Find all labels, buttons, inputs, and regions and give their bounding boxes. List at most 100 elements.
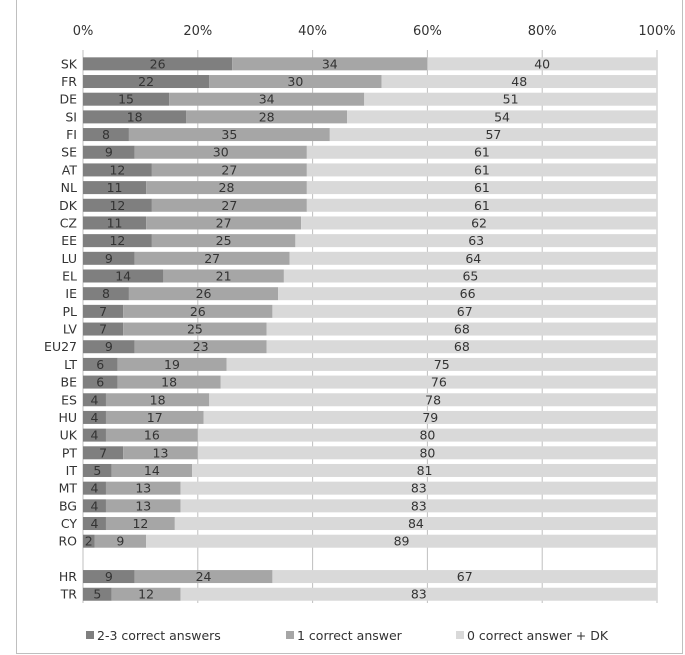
bar-segment (128, 287, 279, 301)
category-label: RO (58, 534, 77, 549)
bar-segment (83, 163, 152, 177)
legend: 2-3 correct answers 1 correct answer 0 cor… (86, 628, 609, 643)
data-label: 26 (190, 304, 206, 319)
category-label: SI (65, 109, 77, 124)
bar-segment (83, 499, 106, 513)
data-label: 30 (287, 74, 303, 89)
category-label: HR (59, 569, 77, 584)
bar-segment (266, 340, 657, 354)
data-label: 4 (91, 498, 99, 513)
category-label: FR (61, 74, 77, 89)
category-label: EU27 (44, 339, 77, 354)
data-label: 13 (135, 481, 151, 496)
category-label: NL (61, 180, 77, 195)
data-label: 83 (411, 587, 427, 602)
bar-segment (295, 234, 657, 248)
bar-segment (83, 446, 124, 460)
bar-segment (180, 587, 657, 601)
data-label: 4 (91, 428, 99, 443)
category-label: SK (61, 56, 78, 71)
data-label: 54 (494, 109, 510, 124)
bar-segment (123, 446, 198, 460)
x-tick-label: 60% (413, 24, 442, 39)
category-label: MT (59, 481, 78, 496)
bar-segment (192, 463, 657, 477)
data-label: 66 (460, 286, 476, 301)
bar-segment (83, 375, 118, 389)
category-label: IE (65, 286, 77, 301)
data-label: 76 (431, 375, 447, 390)
bar-segment (83, 234, 152, 248)
data-label: 2 (85, 534, 93, 549)
bar-segment (186, 110, 348, 124)
data-label: 26 (150, 56, 166, 71)
bar-segment (169, 92, 365, 106)
data-label: 5 (93, 463, 101, 478)
bar-segment (105, 410, 204, 424)
data-label: 51 (503, 92, 519, 107)
bar-segment (220, 375, 657, 389)
category-label: LT (64, 357, 77, 372)
bar-segment (123, 322, 267, 336)
bar-segment (83, 322, 124, 336)
bar-segment (83, 128, 129, 142)
bar-segment (203, 410, 658, 424)
data-label: 7 (99, 304, 107, 319)
category-label: HU (58, 410, 77, 425)
x-tick-label: 20% (183, 24, 212, 39)
bar-segment (329, 128, 657, 142)
category-label: DK (59, 198, 78, 213)
data-label: 61 (474, 180, 490, 195)
bar-segment (146, 181, 307, 195)
legend-label: 0 correct answer + DK (467, 628, 609, 643)
data-label: 11 (107, 180, 123, 195)
bar-segment (83, 110, 187, 124)
data-label: 61 (474, 145, 490, 160)
data-label: 9 (116, 534, 124, 549)
data-label: 19 (164, 357, 180, 372)
data-label: 83 (411, 498, 427, 513)
data-label: 12 (109, 233, 125, 248)
bar-segment (117, 357, 227, 371)
data-label: 9 (105, 145, 113, 160)
data-label: 21 (216, 269, 232, 284)
data-label: 22 (138, 74, 154, 89)
bar-segment (83, 181, 147, 195)
bar-segment (197, 446, 658, 460)
bar-segment (83, 57, 233, 71)
bar-segment (306, 198, 657, 212)
bar-segment (83, 340, 135, 354)
bar-segment (266, 322, 657, 336)
legend-swatch (86, 631, 94, 639)
data-label: 8 (102, 286, 110, 301)
category-label: EL (62, 269, 77, 284)
data-label: 27 (221, 162, 237, 177)
bar-segment (306, 181, 657, 195)
bar-segment (180, 499, 657, 513)
bar-segment (117, 375, 221, 389)
bar-segment (83, 393, 106, 407)
data-label: 64 (465, 251, 481, 266)
category-label: BG (59, 498, 77, 513)
category-label: PL (62, 304, 77, 319)
bar-segment (83, 534, 95, 548)
data-label: 15 (118, 92, 134, 107)
data-label: 27 (221, 198, 237, 213)
y-axis-categories: SK FR DE SI FI SE AT NL DK CZ EE LU EL IE PL LV EU27 LT BE… (44, 56, 78, 601)
bar-segment (226, 357, 657, 371)
data-label: 25 (216, 233, 232, 248)
data-label: 40 (534, 56, 550, 71)
bar-segment (134, 570, 273, 584)
bar-segment (209, 75, 382, 89)
data-label: 17 (147, 410, 163, 425)
category-label: CZ (60, 215, 77, 230)
bar-segment (278, 287, 657, 301)
data-label: 25 (187, 322, 203, 337)
bar-segment (83, 216, 147, 230)
data-label: 9 (105, 569, 113, 584)
bar-segment (83, 428, 106, 442)
bar-segment (272, 570, 657, 584)
data-label: 28 (259, 109, 275, 124)
